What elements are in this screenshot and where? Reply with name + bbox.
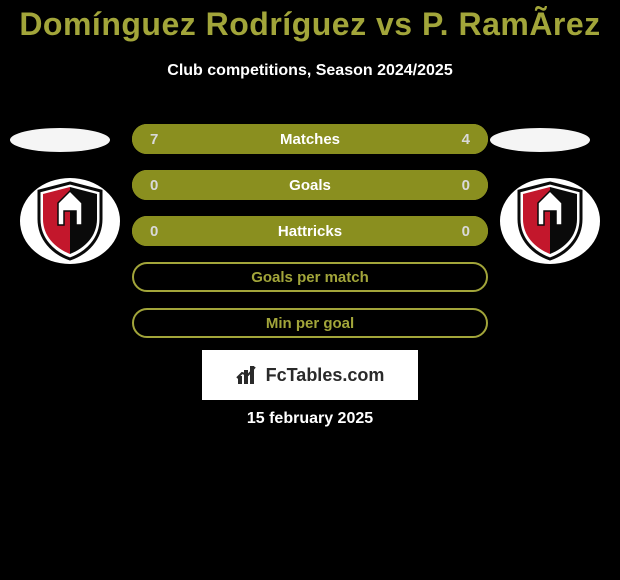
- stat-label: Goals: [132, 170, 488, 200]
- shield-icon: [515, 181, 585, 261]
- stats-bars: Matches74Goals00Hattricks00Goals per mat…: [132, 124, 488, 354]
- bar-chart-icon: [236, 364, 260, 386]
- stat-label: Min per goal: [132, 308, 488, 338]
- stat-label: Goals per match: [132, 262, 488, 292]
- stat-row: Min per goal: [132, 308, 488, 338]
- club-logo-right: [500, 178, 600, 264]
- brand-box: FcTables.com: [202, 350, 418, 400]
- stat-label: Hattricks: [132, 216, 488, 246]
- stat-row: Matches7 4: [132, 124, 488, 154]
- stat-label: Matches: [132, 124, 488, 154]
- player-left-avatar: [10, 128, 110, 152]
- club-logo-left: [20, 178, 120, 264]
- stat-value-right: 0: [462, 170, 470, 200]
- shield-icon: [35, 181, 105, 261]
- stat-value-right: 0: [462, 216, 470, 246]
- comparison-subtitle: Club competitions, Season 2024/2025: [0, 62, 620, 80]
- infographic-root: Domínguez Rodríguez vs P. RamÃ­rez Club …: [0, 0, 620, 580]
- stat-value-left: 0: [150, 170, 158, 200]
- brand-text: FcTables.com: [266, 365, 385, 386]
- stat-row: Goals per match: [132, 262, 488, 292]
- comparison-title: Domínguez Rodríguez vs P. RamÃ­rez: [0, 6, 620, 43]
- date-text: 15 february 2025: [0, 410, 620, 428]
- stat-value-left: 0: [150, 216, 158, 246]
- stat-row: Hattricks0 0: [132, 216, 488, 246]
- stat-value-left: 7: [150, 124, 158, 154]
- stat-value-right: 4: [462, 124, 470, 154]
- stat-row: Goals0 0: [132, 170, 488, 200]
- player-right-avatar: [490, 128, 590, 152]
